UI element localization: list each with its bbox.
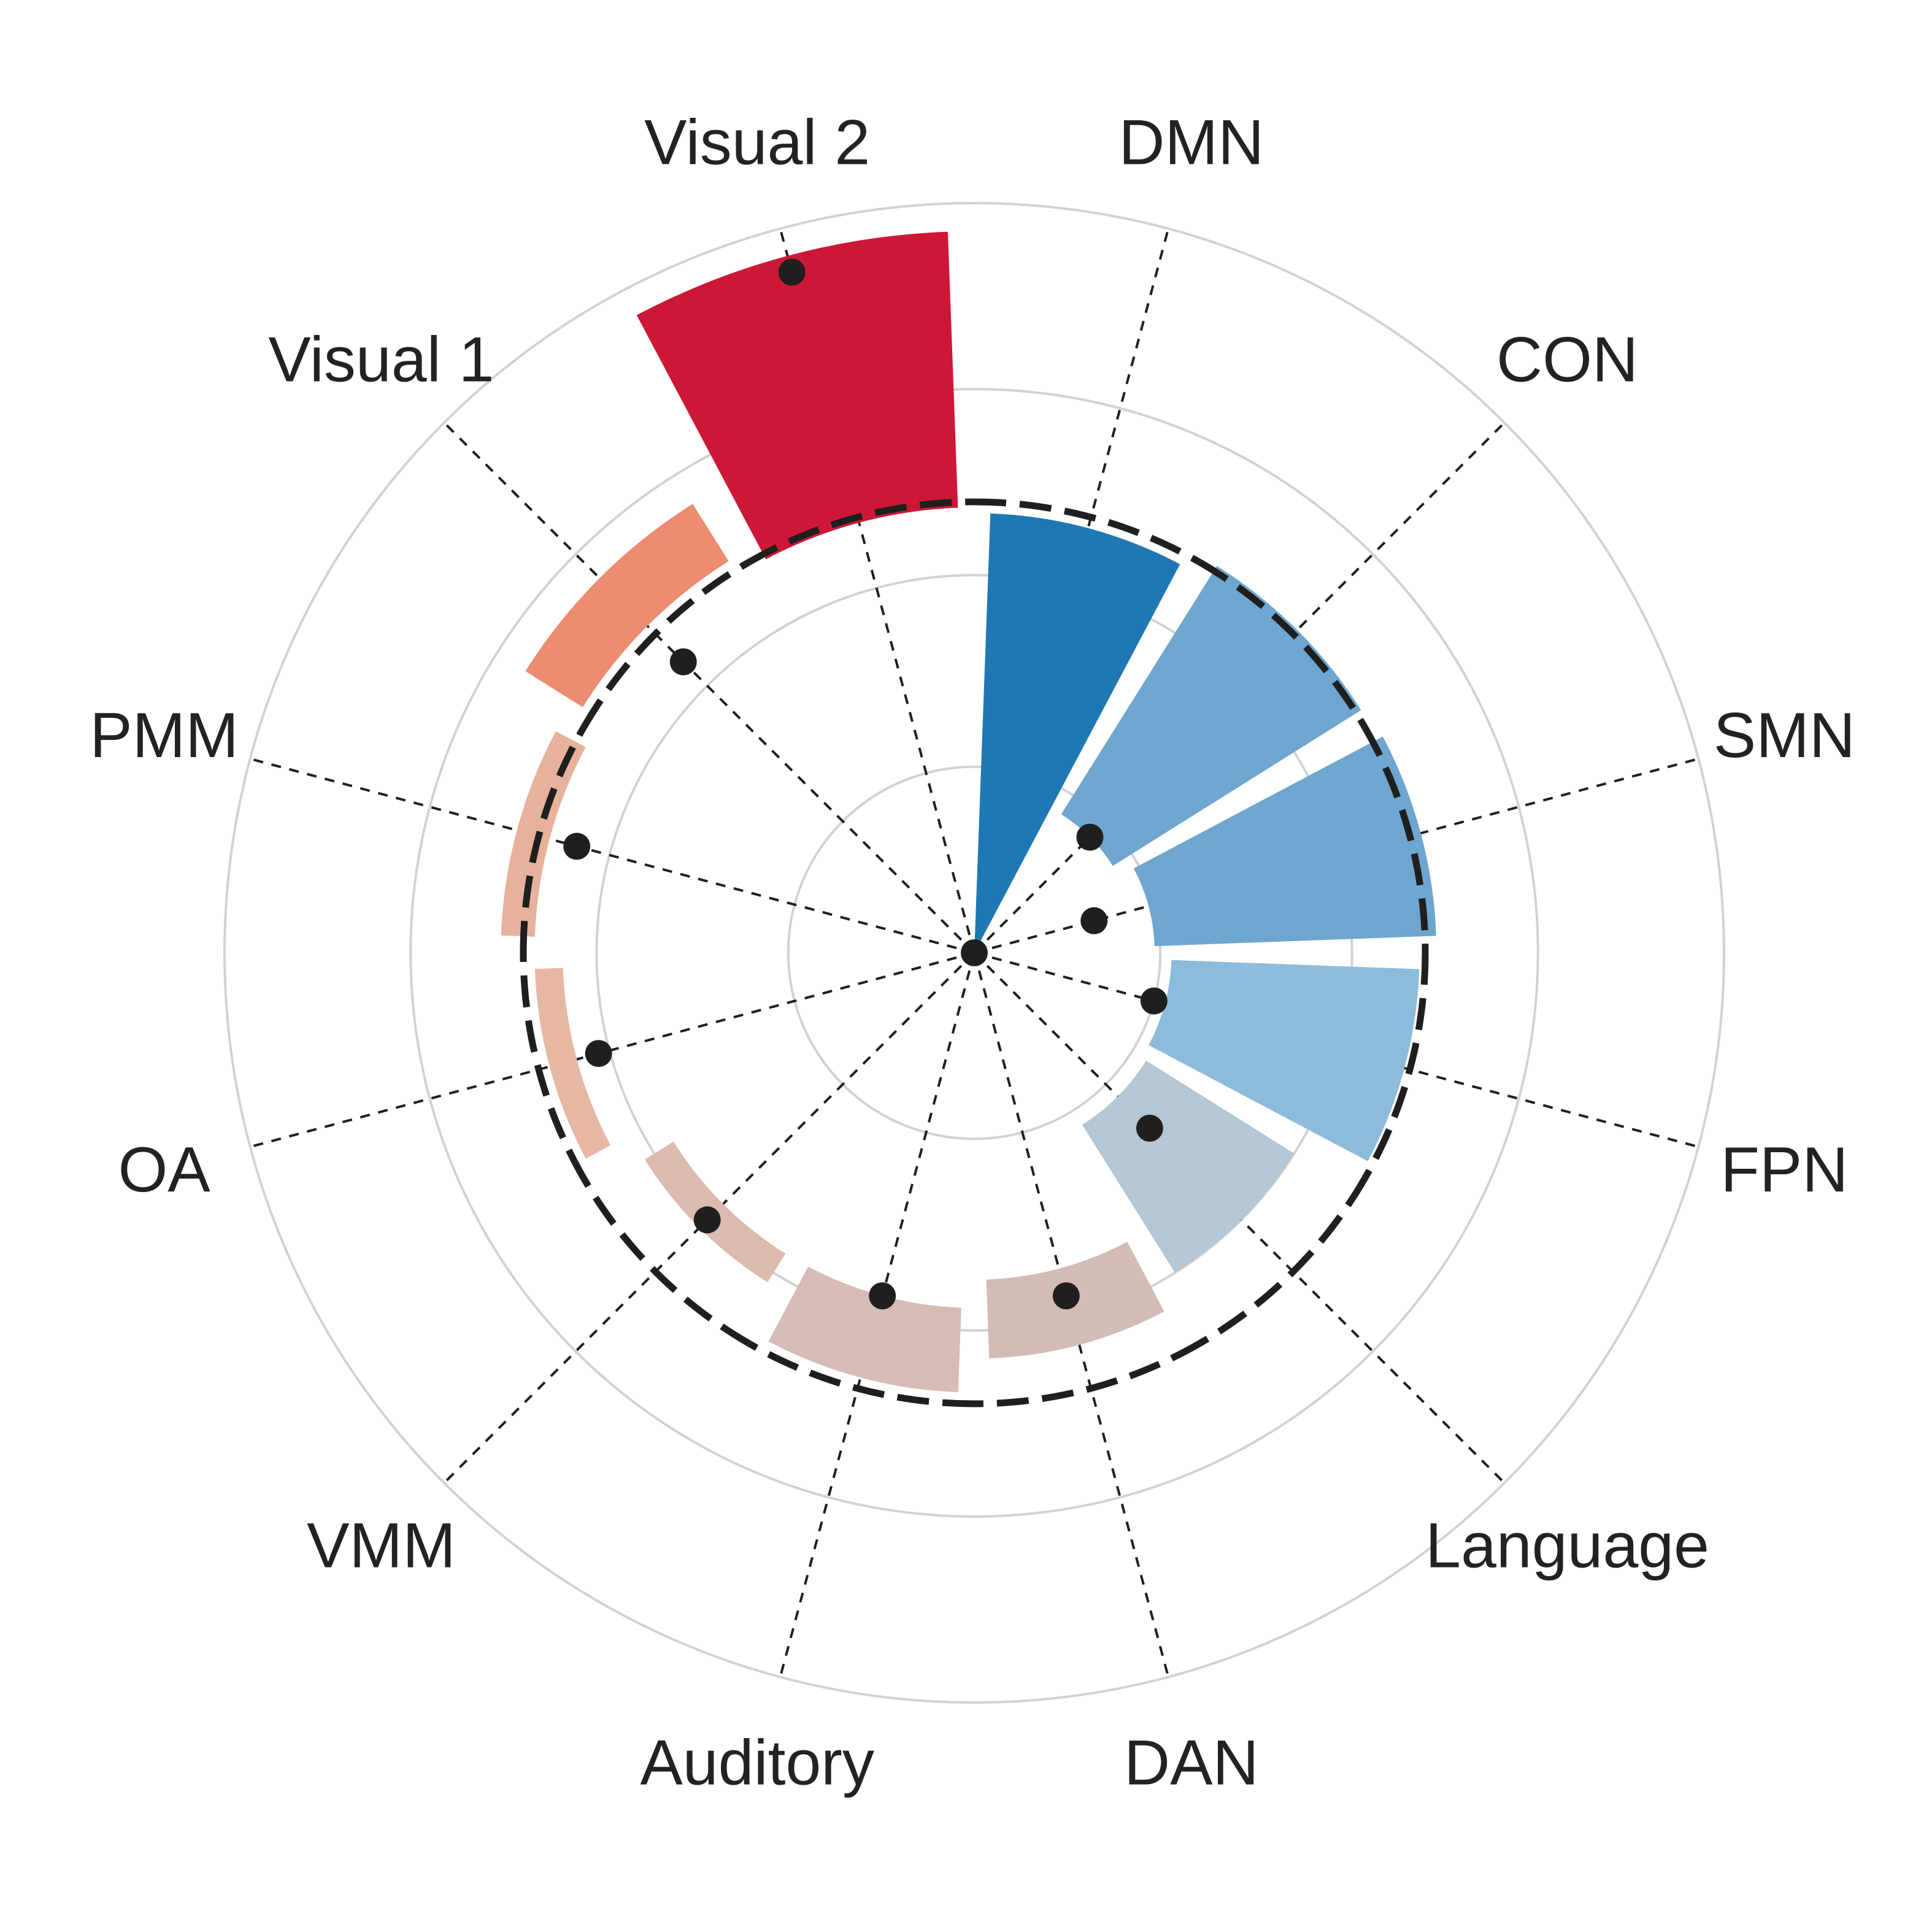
spoke-line (779, 228, 976, 953)
grid-ring (595, 574, 1353, 1332)
bar-oa (534, 968, 611, 1159)
category-label: PMM (90, 700, 239, 771)
grid-ring (409, 388, 1539, 1518)
spoke-line (250, 757, 975, 954)
reference-arc (1198, 559, 1368, 729)
category-label: CON (1496, 324, 1638, 395)
category-label: DMN (1118, 107, 1264, 179)
reference-arc (974, 1340, 1202, 1407)
category-label: FPN (1720, 1134, 1848, 1206)
category-label: SMN (1714, 700, 1855, 771)
point-layer (563, 258, 1168, 1310)
data-point (1076, 823, 1104, 851)
data-point (1140, 987, 1168, 1015)
data-point (869, 1282, 896, 1310)
data-point (778, 258, 806, 286)
data-point (563, 833, 591, 860)
reference-arc (747, 498, 975, 566)
bar-visual-1 (525, 504, 729, 707)
grid-ring (223, 202, 1725, 1704)
reference-arc (520, 952, 587, 1180)
data-point (1136, 1114, 1163, 1142)
category-label: VMM (307, 1511, 456, 1582)
bar-language (1082, 1060, 1295, 1273)
reference-arc (1198, 1176, 1368, 1347)
bar-auditory (768, 1266, 961, 1393)
bar-layer (501, 231, 1436, 1393)
bar-pmm (501, 731, 586, 937)
category-label: Language (1425, 1511, 1709, 1582)
category-label: Visual 2 (644, 107, 870, 179)
grid-ring (787, 765, 1162, 1141)
reference-arc (974, 498, 1202, 566)
spoke-line (250, 952, 975, 1149)
reference-arc (580, 559, 751, 729)
bar-dmn (974, 513, 1180, 953)
reference-arc (520, 725, 587, 953)
category-label: Auditory (640, 1727, 874, 1798)
category-label: OA (118, 1134, 210, 1206)
grid-layer (223, 202, 1725, 1704)
data-point (693, 1206, 721, 1234)
label-layer: DMN CON SMN FPN Language DAN Auditory VMM OA PMM V… (90, 107, 1855, 1799)
reference-arc (580, 1176, 751, 1347)
data-point (961, 939, 988, 966)
bar-fpn (1149, 960, 1420, 1161)
reference-arc (1361, 952, 1429, 1180)
data-point (669, 648, 697, 675)
category-label: Visual 1 (268, 324, 494, 395)
category-label: DAN (1124, 1727, 1259, 1798)
data-point (1052, 1282, 1080, 1310)
bar-con (1061, 566, 1361, 866)
bar-visual-2 (636, 231, 958, 560)
reference-layer (520, 498, 1429, 1407)
bar-smn (1133, 736, 1436, 947)
data-point (585, 1040, 612, 1068)
data-point (1080, 907, 1108, 934)
reference-arc (1361, 725, 1429, 953)
spoke-line (443, 421, 976, 954)
reference-arc (747, 1340, 975, 1407)
